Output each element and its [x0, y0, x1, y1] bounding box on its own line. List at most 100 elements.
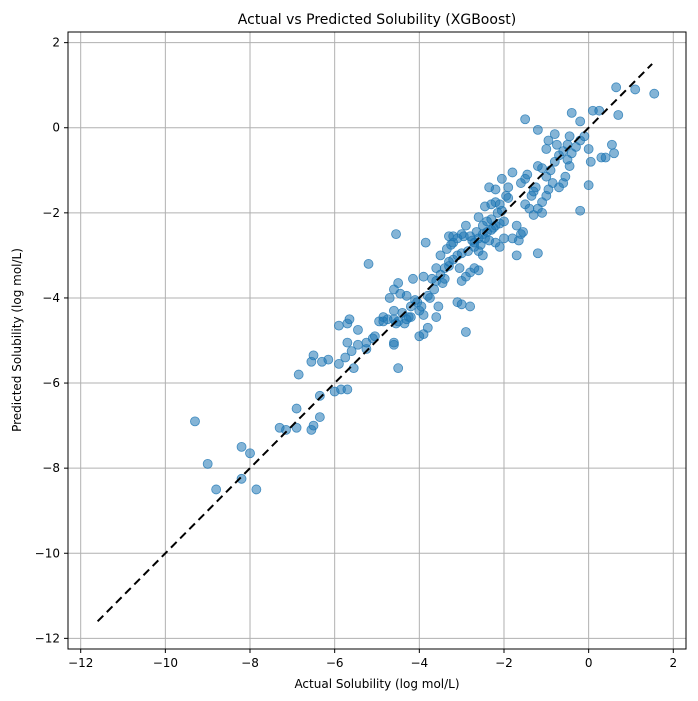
data-point [346, 346, 357, 357]
data-point [530, 182, 541, 193]
data-point [384, 293, 395, 303]
data-point [433, 301, 444, 312]
x-tick-label: 2 [669, 656, 677, 670]
data-point [454, 263, 465, 274]
data-point [308, 350, 319, 361]
data-point [518, 227, 528, 237]
data-point [456, 299, 467, 310]
data-point [583, 144, 594, 154]
y-axis-label: Predicted Solubility (log mol/L) [10, 248, 24, 432]
data-point [537, 207, 547, 218]
data-point [361, 344, 372, 354]
y-tick-label: −10 [35, 546, 60, 560]
data-point [202, 458, 213, 469]
data-point [291, 403, 302, 414]
data-point [499, 233, 509, 244]
y-tick-label: −8 [42, 461, 60, 475]
data-point [314, 412, 325, 422]
data-point [401, 290, 412, 301]
data-point [393, 363, 404, 374]
x-tick-label: −8 [241, 656, 259, 670]
data-point [408, 273, 418, 284]
data-point [649, 88, 660, 99]
y-tick-label: −12 [35, 631, 60, 645]
data-point [600, 152, 611, 163]
data-point [422, 290, 433, 301]
x-tick-label: −6 [326, 656, 344, 670]
data-point [393, 278, 404, 288]
data-point [418, 271, 429, 282]
data-point [475, 239, 486, 250]
data-point [583, 180, 594, 191]
x-axis-ticks: −12 −10 −8 −6 −4 −2 0 2 [68, 649, 677, 670]
data-point [342, 337, 353, 348]
data-point [516, 178, 526, 188]
data-point [609, 148, 619, 159]
x-tick-label: 0 [585, 656, 593, 670]
data-point [594, 105, 605, 116]
data-point [537, 163, 547, 174]
data-point [503, 182, 514, 193]
data-point [496, 173, 507, 184]
data-point [420, 237, 431, 248]
plot-frame [67, 31, 687, 650]
data-point [469, 263, 480, 274]
data-point [353, 339, 363, 350]
data-point [507, 167, 518, 178]
data-point [245, 448, 255, 459]
data-point [520, 199, 531, 210]
data-point [444, 256, 454, 267]
data-point [281, 424, 291, 435]
data-point [369, 331, 380, 342]
y-tick-label: 2 [52, 36, 60, 50]
data-point [522, 169, 533, 180]
data-point [494, 241, 505, 252]
data-point [211, 484, 222, 495]
data-point [460, 327, 471, 337]
data-point [532, 248, 543, 259]
data-point [511, 250, 522, 261]
data-point [314, 390, 325, 401]
y-tick-label: 0 [52, 121, 60, 135]
data-point [607, 139, 617, 150]
data-point [251, 484, 262, 495]
data-point [549, 129, 560, 140]
data-point [334, 359, 344, 369]
data-point [448, 237, 459, 248]
x-tick-label: −12 [68, 656, 93, 670]
data-point [566, 107, 577, 118]
data-point [236, 441, 247, 452]
data-point [439, 273, 450, 284]
data-point [334, 320, 344, 331]
data-point [520, 114, 531, 125]
data-point [541, 144, 552, 154]
data-point [391, 318, 401, 329]
chart-title: Actual vs Predicted Solubility (XGBoost) [238, 12, 516, 28]
data-point [391, 229, 401, 240]
y-axis-ticks: −12 −10 −8 −6 −4 −2 0 2 [35, 36, 68, 645]
data-point [389, 339, 399, 350]
x-tick-label: −4 [410, 656, 428, 670]
data-point [431, 312, 442, 322]
y-tick-label: −6 [42, 376, 60, 390]
data-point [236, 473, 247, 484]
data-point [490, 184, 501, 195]
data-point [418, 310, 429, 320]
data-point [344, 314, 355, 325]
data-point [630, 84, 641, 95]
data-point [190, 416, 200, 427]
data-point [363, 259, 374, 269]
data-point [291, 422, 302, 433]
data-point [458, 231, 469, 242]
data-point [323, 354, 334, 365]
data-point [560, 171, 571, 182]
data-point [532, 124, 543, 135]
data-points [190, 82, 660, 495]
data-point [441, 244, 452, 254]
data-point [471, 227, 482, 237]
data-point [429, 284, 440, 295]
data-point [308, 420, 319, 431]
data-point [473, 212, 484, 223]
x-axis-label: Actual Solubility (log mol/L) [294, 677, 459, 691]
data-point [551, 139, 562, 150]
